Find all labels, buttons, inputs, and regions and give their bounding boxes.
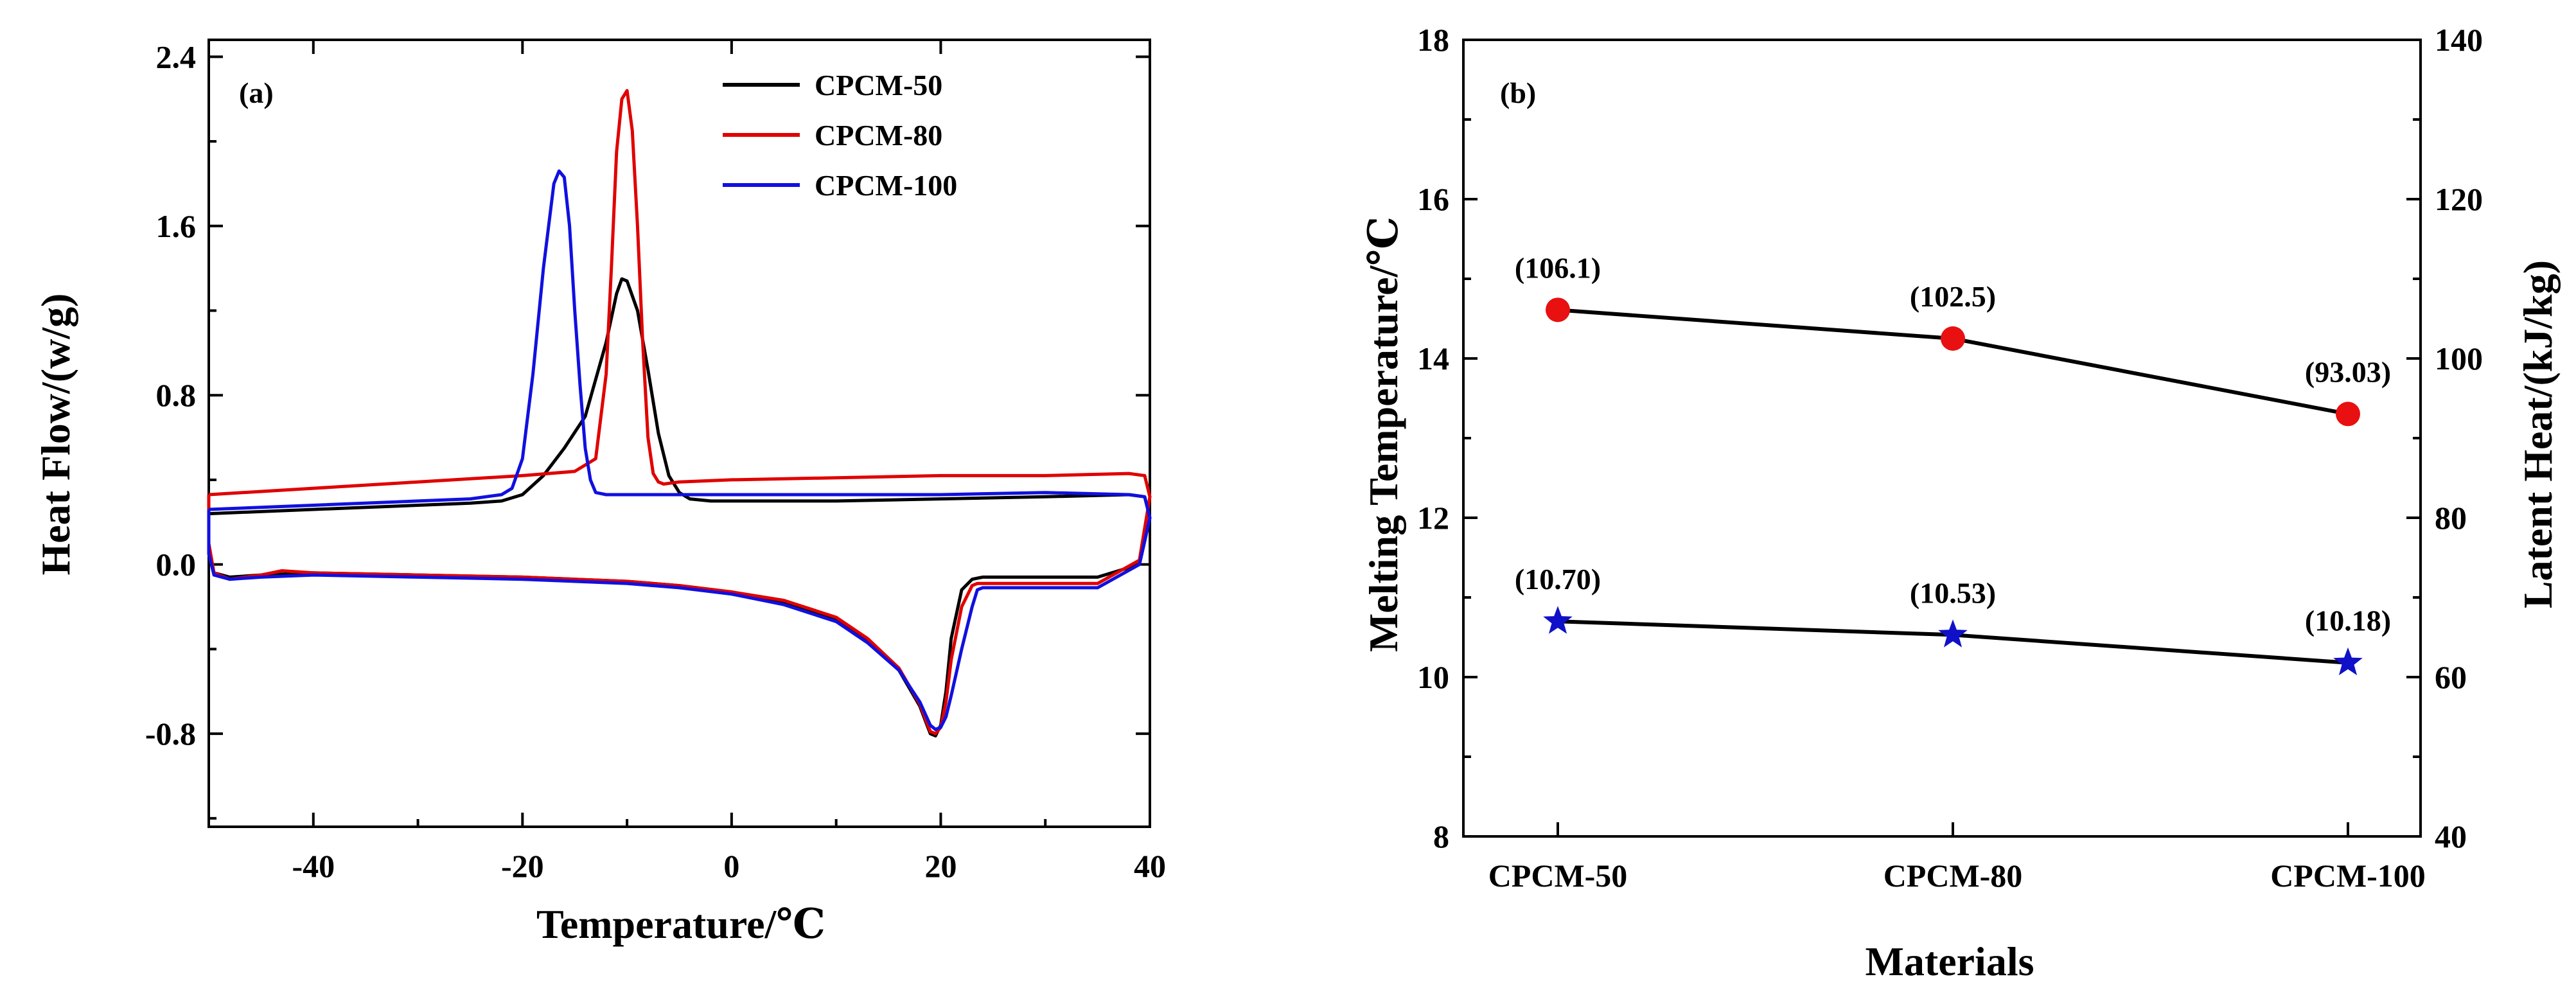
panel-a-x-axis-title: Temperature/℃ [536, 901, 825, 947]
panel-b-left-y-tick-label: 18 [1417, 22, 1449, 58]
marker-melting-temperature [2333, 647, 2363, 676]
panel-b-x-ticks: CPCM-50 CPCM-80 CPCM-100 [1488, 822, 2426, 894]
panel-a: (a) -40 -20 0 20 40 -0.8 0.0 0.8 1.6 2.4 CPCM-50… [33, 39, 1166, 947]
panel-a-frame [207, 39, 1151, 828]
panel-b-frame [1462, 39, 2422, 838]
panel-b-x-axis-title: Materials [1866, 939, 2034, 984]
panel-b-x-tick-label: CPCM-80 [1883, 858, 2023, 894]
panel-a-x-tick-label: -40 [292, 848, 335, 884]
panel-b-left-y-tick-label: 8 [1433, 818, 1449, 854]
legend-label-cpcm-80: CPCM-80 [815, 119, 942, 152]
legend-label-cpcm-100: CPCM-100 [815, 169, 957, 202]
marker-latent-heat [1546, 297, 1570, 322]
panel-a-x-tick-label: 0 [723, 848, 739, 884]
panel-b-label: (b) [1500, 76, 1536, 109]
panel-b-left-y-tick-label: 10 [1417, 659, 1449, 695]
series-line-cpcm-50 [207, 277, 1152, 737]
panel-a-y-tick-label: 0.0 [156, 547, 197, 583]
panel-b-left-y-axis-title: Melting Temperature/℃ [1361, 216, 1406, 652]
marker-melting-temperature [1543, 606, 1573, 634]
data-label-melting-temperature: (10.70) [1515, 563, 1601, 596]
panel-a-x-tick-label: 40 [1134, 848, 1166, 884]
panel-b-right-y-ticks: 40 60 80 100 120 140 [2406, 22, 2483, 854]
panel-a-label: (a) [239, 76, 274, 109]
panel-a-y-tick-label: -0.8 [145, 716, 196, 752]
panel-a-y-tick-label: 2.4 [156, 39, 197, 75]
data-label-melting-temperature: (10.53) [1910, 576, 1996, 609]
legend-label-cpcm-50: CPCM-50 [815, 69, 942, 101]
panel-b-left-y-tick-label: 12 [1417, 500, 1449, 536]
marker-melting-temperature [1938, 619, 1968, 648]
panel-a-y-ticks: -0.8 0.0 0.8 1.6 2.4 [145, 39, 1150, 820]
series-line-cpcm-100 [207, 169, 1152, 731]
panel-b-right-y-axis-title: Latent Heat/(kJ/kg) [2515, 260, 2561, 608]
panel-a-x-tick-label: 20 [924, 848, 957, 884]
panel-b: (b) CPCM-50 CPCM-80 CPCM-100 8 10 12 14 16 18 4… [1361, 22, 2561, 984]
panel-b-right-y-tick-label: 60 [2435, 659, 2467, 695]
panel-a-series [207, 89, 1152, 737]
panel-b-x-tick-label: CPCM-100 [2270, 858, 2426, 894]
panel-a-x-ticks: -40 -20 0 20 40 [207, 40, 1166, 884]
data-label-latent-heat: (102.5) [1910, 280, 1996, 313]
marker-latent-heat [2336, 402, 2360, 427]
panel-a-y-axis-title: Heat Flow/(w/g) [33, 294, 78, 576]
panel-b-right-y-tick-label: 120 [2435, 181, 2483, 217]
panel-b-series: (106.1) (102.5) (93.03) (10.70) (10.53) (10.1… [1515, 251, 2391, 676]
panel-b-right-y-tick-label: 80 [2435, 500, 2467, 536]
panel-b-right-y-tick-label: 100 [2435, 340, 2483, 376]
panel-b-x-tick-label: CPCM-50 [1488, 858, 1628, 894]
panel-b-right-y-tick-label: 40 [2435, 818, 2467, 854]
marker-latent-heat [1941, 326, 1965, 351]
series-line-latent-heat [1557, 308, 2349, 416]
data-label-latent-heat: (93.03) [2305, 355, 2391, 388]
panel-b-right-y-tick-label: 140 [2435, 22, 2483, 58]
panel-a-legend: CPCM-50 CPCM-80 CPCM-100 [723, 69, 957, 202]
panel-b-left-y-tick-label: 14 [1417, 340, 1449, 376]
panel-b-left-y-tick-label: 16 [1417, 181, 1449, 217]
series-line-cpcm-80 [207, 89, 1152, 736]
data-label-melting-temperature: (10.18) [2305, 604, 2391, 637]
panel-b-left-y-ticks: 8 10 12 14 16 18 [1417, 22, 1478, 854]
panel-a-y-tick-label: 1.6 [156, 208, 197, 244]
panel-a-y-tick-label: 0.8 [156, 377, 197, 413]
panel-a-x-tick-label: -20 [501, 848, 544, 884]
data-label-latent-heat: (106.1) [1515, 251, 1601, 284]
